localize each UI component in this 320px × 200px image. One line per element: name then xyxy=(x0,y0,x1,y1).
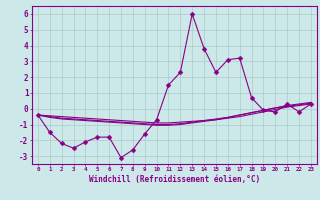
X-axis label: Windchill (Refroidissement éolien,°C): Windchill (Refroidissement éolien,°C) xyxy=(89,175,260,184)
